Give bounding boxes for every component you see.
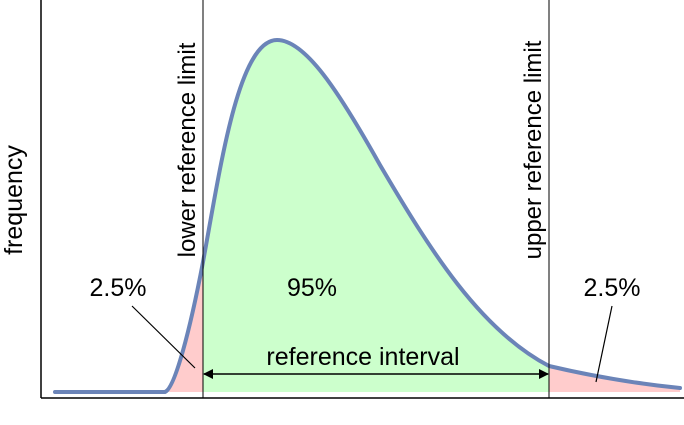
center-region	[203, 40, 549, 392]
right-tail-leader	[595, 305, 613, 383]
left-tail-region	[168, 262, 203, 392]
right-tail-percent: 2.5%	[584, 274, 641, 302]
left-tail-leader	[131, 305, 196, 369]
center-percent: 95%	[287, 274, 337, 302]
y-axis-label: frequency	[0, 145, 28, 255]
upper-limit-label: upper reference limit	[520, 40, 547, 259]
left-tail-percent: 2.5%	[90, 274, 147, 302]
reference-interval-label: reference interval	[266, 343, 459, 371]
lower-limit-label: lower reference limit	[174, 42, 201, 257]
